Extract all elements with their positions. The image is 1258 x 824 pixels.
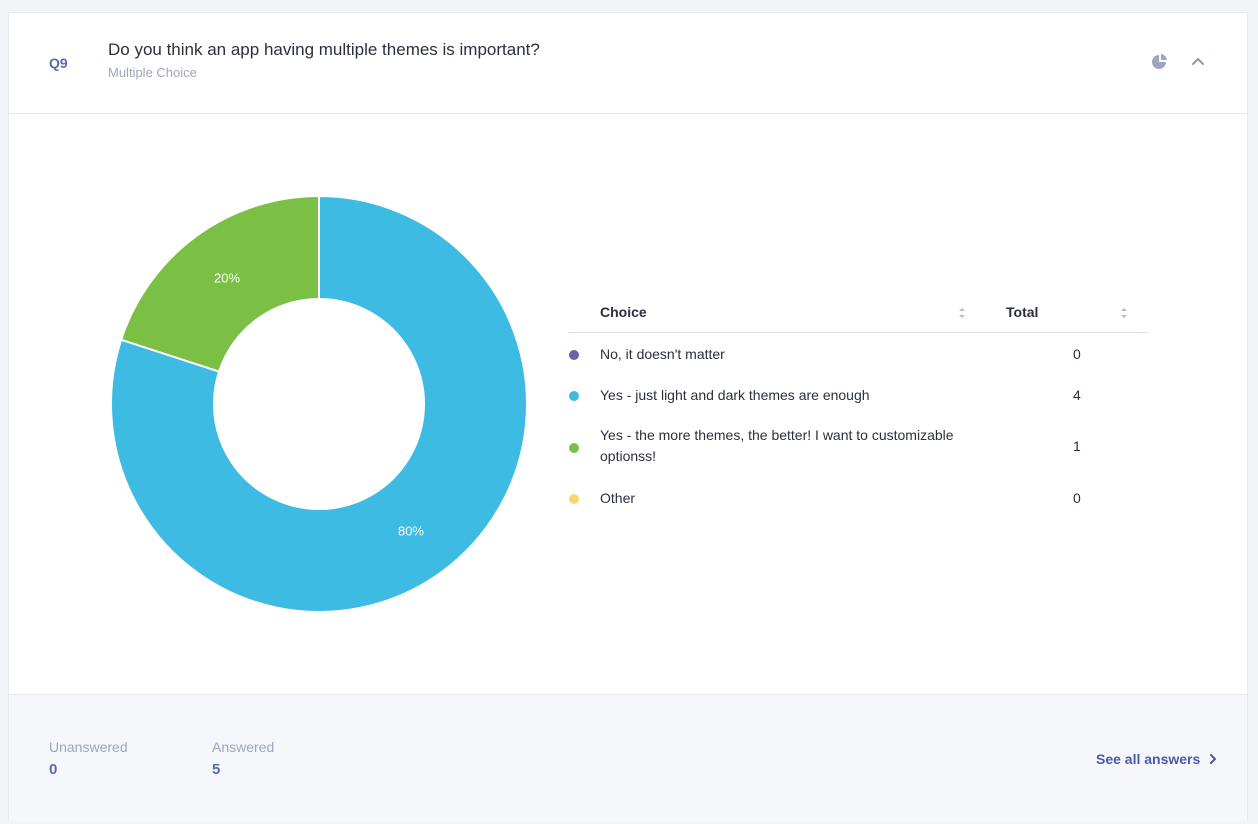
unanswered-count: 0 [49, 761, 58, 778]
choice-label: Yes - the more themes, the better! I wan… [600, 427, 954, 464]
donut-slice[interactable] [119, 194, 320, 373]
choice-column-header: Choice [600, 304, 647, 320]
table-row: No, it doesn't matter 0 [568, 333, 1148, 374]
choice-total: 0 [1073, 346, 1081, 362]
see-all-answers-link[interactable]: See all answers [1096, 751, 1220, 767]
choices-table: Choice Total No, it doesn't matter 0 Yes… [568, 296, 1148, 518]
legend-dot [569, 443, 579, 453]
summary-footer: Unanswered 0 Answered 5 See all answers [9, 694, 1247, 821]
table-header: Choice Total [568, 296, 1148, 333]
choice-total: 4 [1073, 387, 1081, 403]
donut-chart: 80% 20% [110, 194, 528, 613]
pie-chart-icon[interactable] [1149, 51, 1171, 73]
sort-total-icon[interactable] [1120, 306, 1128, 320]
see-all-answers-label: See all answers [1096, 751, 1201, 767]
table-row: Yes - the more themes, the better! I wan… [568, 415, 1148, 477]
legend-dot [569, 494, 579, 504]
choice-label: No, it doesn't matter [600, 346, 725, 362]
chart-area: 80% 20% Choice Total No, it doesn't matte… [9, 114, 1247, 694]
choice-label: Yes - just light and dark themes are eno… [600, 387, 870, 403]
question-header: Q9 Do you think an app having multiple t… [9, 13, 1247, 114]
answered-label: Answered [212, 739, 275, 755]
choice-label: Other [600, 490, 636, 506]
slice-percent-label: 80% [398, 524, 424, 539]
table-row: Yes - just light and dark themes are eno… [568, 374, 1148, 415]
question-type: Multiple Choice [108, 65, 197, 80]
question-number: Q9 [49, 55, 68, 71]
unanswered-label: Unanswered [49, 739, 128, 755]
chevron-up-icon[interactable] [1187, 51, 1209, 73]
answered-count: 5 [212, 761, 221, 778]
question-title: Do you think an app having multiple them… [108, 40, 540, 59]
chevron-right-icon [1210, 754, 1217, 764]
choice-total: 0 [1073, 490, 1081, 506]
legend-dot [569, 391, 579, 401]
choice-total: 1 [1073, 438, 1081, 454]
legend-dot [569, 350, 579, 360]
donut-slice[interactable] [110, 194, 528, 613]
question-card: Q9 Do you think an app having multiple t… [8, 12, 1248, 821]
total-column-header: Total [1006, 304, 1039, 320]
table-row: Other 0 [568, 477, 1148, 518]
slice-percent-label: 20% [214, 270, 240, 285]
sort-choice-icon[interactable] [958, 306, 966, 320]
